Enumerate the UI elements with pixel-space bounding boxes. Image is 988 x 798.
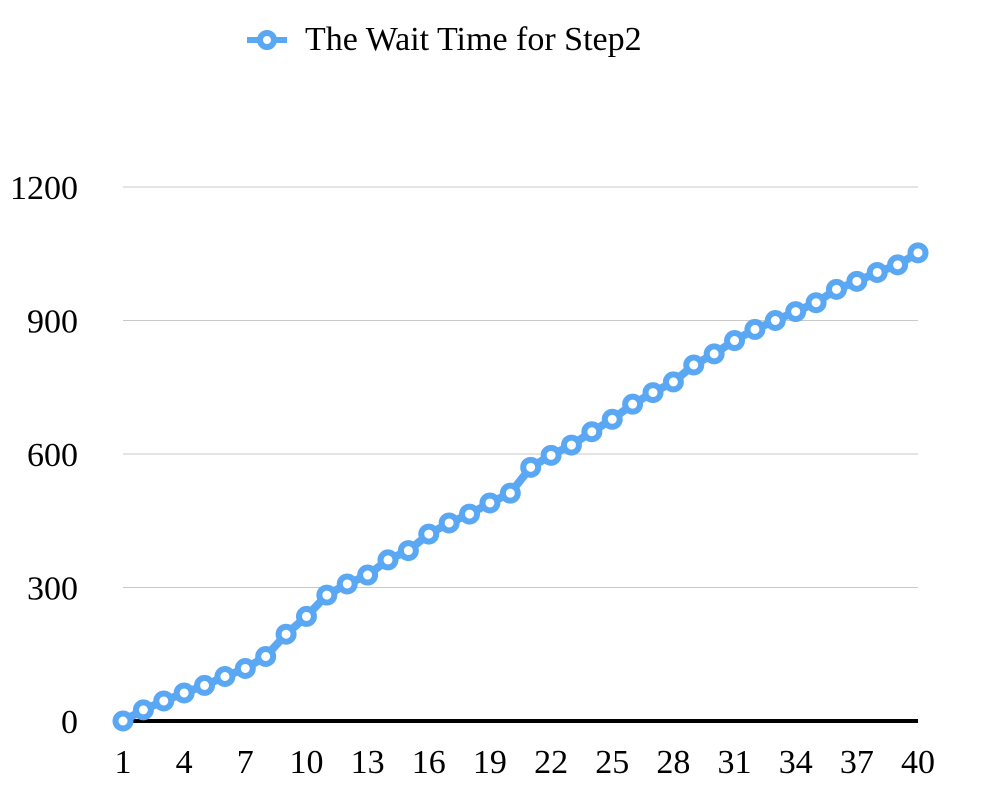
data-point — [887, 254, 909, 276]
data-point — [581, 421, 603, 443]
data-point — [194, 674, 216, 696]
data-point — [724, 330, 746, 352]
data-point — [662, 371, 684, 393]
data-point — [295, 605, 317, 627]
data-point — [234, 657, 256, 679]
data-point — [153, 690, 175, 712]
y-tick-label: 1200 — [10, 170, 78, 207]
y-tick-label: 0 — [61, 704, 78, 741]
data-point — [275, 623, 297, 645]
data-point — [866, 261, 888, 283]
data-point — [683, 354, 705, 376]
data-point — [397, 540, 419, 562]
legend-series-label: The Wait Time for Step2 — [305, 21, 642, 58]
x-tick-label: 16 — [412, 744, 446, 781]
x-tick-label: 19 — [473, 744, 507, 781]
data-point — [907, 242, 929, 264]
data-point — [622, 393, 644, 415]
data-point — [214, 666, 236, 687]
data-point — [438, 512, 460, 534]
y-tick-label: 300 — [27, 571, 78, 608]
data-point — [540, 444, 562, 466]
data-point — [520, 456, 542, 478]
x-tick-label: 10 — [289, 744, 323, 781]
legend-series-point — [257, 30, 277, 50]
data-point — [459, 503, 481, 525]
x-axis-labels: 1 4 7 10 13 16 19 22 25 28 31 34 37 40 — [115, 744, 936, 781]
data-point — [173, 682, 195, 704]
data-point — [336, 573, 358, 595]
series-group — [112, 242, 929, 732]
series-line — [119, 248, 922, 725]
y-tick-label: 900 — [27, 304, 78, 341]
data-point — [805, 292, 827, 314]
data-point — [132, 699, 154, 721]
data-point — [357, 564, 379, 586]
x-tick-label: 37 — [840, 744, 874, 781]
data-point — [703, 343, 725, 365]
x-tick-label: 22 — [534, 744, 568, 781]
x-tick-label: 34 — [779, 744, 813, 781]
x-tick-label: 31 — [718, 744, 752, 781]
data-point — [112, 710, 134, 732]
x-tick-label: 25 — [595, 744, 629, 781]
data-point — [418, 523, 440, 545]
data-point — [846, 270, 868, 292]
data-point — [479, 492, 501, 514]
x-tick-label: 28 — [656, 744, 690, 781]
data-point — [744, 318, 766, 340]
data-point — [601, 408, 623, 430]
legend-series-marker — [247, 30, 287, 50]
x-tick-label: 4 — [176, 744, 193, 781]
legend: The Wait Time for Step2 — [247, 18, 642, 62]
x-tick-label: 1 — [115, 744, 132, 781]
x-tick-label: 13 — [351, 744, 385, 781]
data-point — [764, 310, 786, 331]
data-point — [316, 584, 338, 606]
data-point — [785, 301, 807, 323]
x-tick-label: 7 — [237, 744, 254, 781]
x-tick-label: 40 — [901, 744, 935, 781]
data-point — [499, 482, 521, 504]
data-point — [377, 549, 399, 571]
data-point — [642, 382, 664, 404]
y-axis-labels: 0 300 600 900 1200 — [10, 170, 78, 741]
data-point — [255, 645, 277, 667]
data-point — [560, 434, 582, 456]
data-point — [825, 278, 847, 300]
grid-lines — [123, 186, 918, 588]
y-tick-label: 600 — [27, 437, 78, 474]
